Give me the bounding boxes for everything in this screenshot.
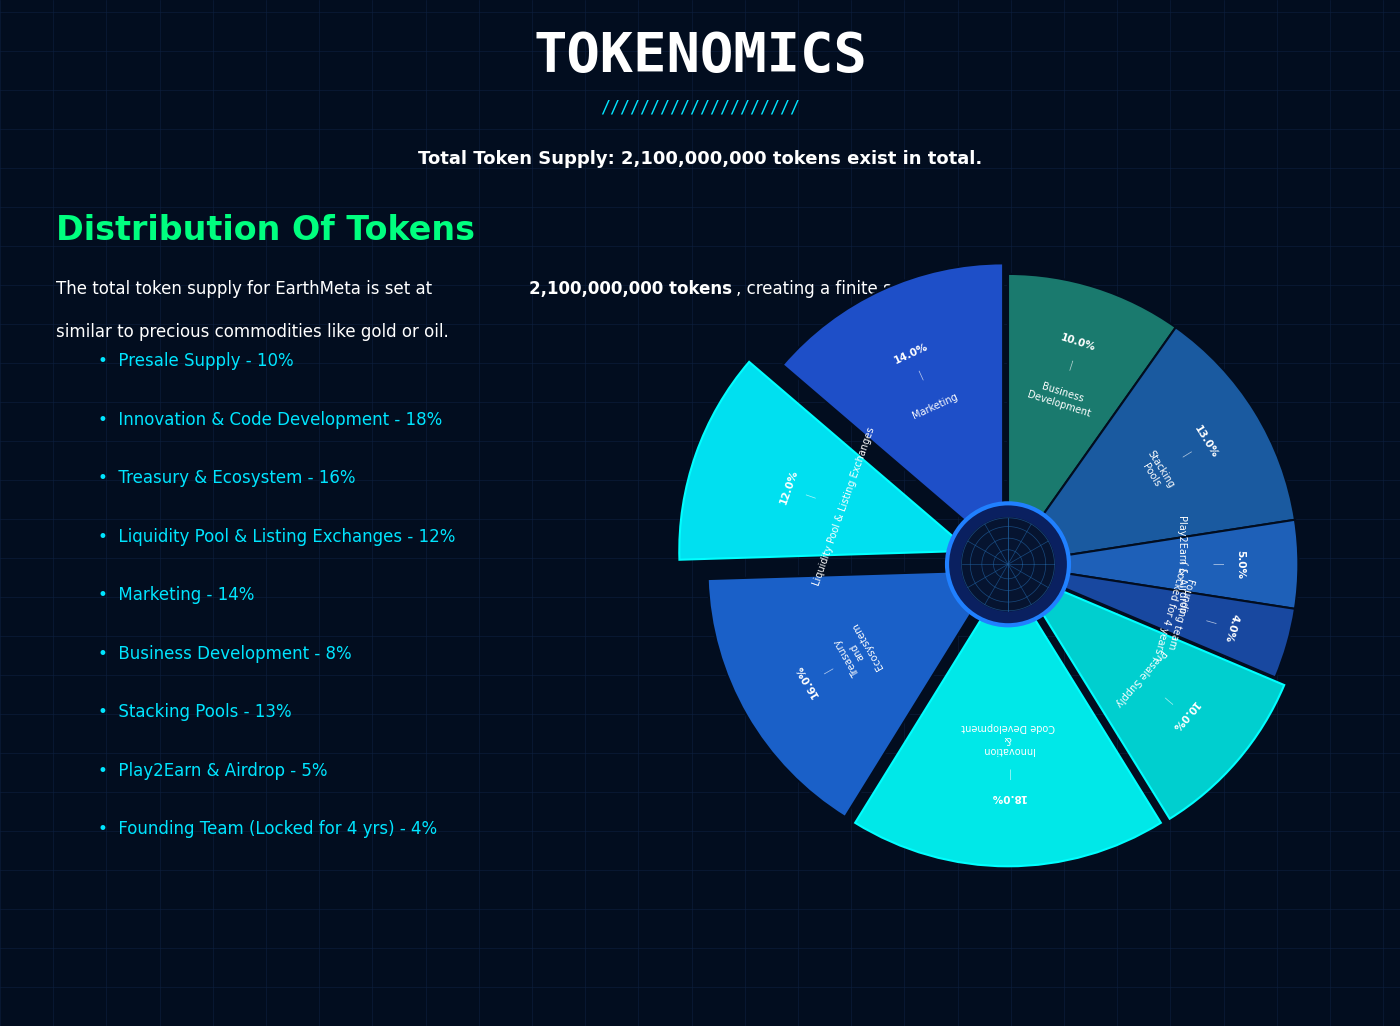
Text: Presale Supply: Presale Supply (1113, 647, 1168, 708)
Text: , creating a finite supply: , creating a finite supply (736, 280, 938, 299)
Wedge shape (1016, 571, 1284, 819)
Text: 2,100,000,000 tokens: 2,100,000,000 tokens (529, 280, 732, 299)
Text: |: | (1068, 359, 1075, 370)
Text: 10.0%: 10.0% (1060, 332, 1098, 353)
Circle shape (946, 504, 1070, 625)
Text: •  Treasury & Ecosystem - 16%: • Treasury & Ecosystem - 16% (98, 469, 356, 487)
Wedge shape (1008, 274, 1176, 564)
Text: Business
Development: Business Development (1026, 378, 1095, 419)
Text: Innovation
&
Code Development: Innovation & Code Development (962, 722, 1054, 755)
Wedge shape (783, 264, 1004, 554)
Wedge shape (1008, 520, 1298, 608)
Text: •  Liquidity Pool & Listing Exchanges - 12%: • Liquidity Pool & Listing Exchanges - 1… (98, 527, 455, 546)
Text: •  Stacking Pools - 13%: • Stacking Pools - 13% (98, 703, 291, 721)
Text: •  Marketing - 14%: • Marketing - 14% (98, 586, 255, 604)
Wedge shape (679, 362, 970, 560)
Text: |: | (917, 369, 924, 380)
Text: Marketing: Marketing (911, 391, 959, 421)
Text: •  Presale Supply - 10%: • Presale Supply - 10% (98, 352, 294, 370)
Text: TOKENOMICS: TOKENOMICS (533, 30, 867, 83)
Text: •  Play2Earn & Airdrop - 5%: • Play2Earn & Airdrop - 5% (98, 761, 328, 780)
Circle shape (962, 518, 1054, 610)
Text: Stacking
Pools: Stacking Pools (1135, 449, 1176, 497)
Text: 16.0%: 16.0% (794, 662, 820, 699)
Text: |: | (805, 491, 816, 498)
Text: |: | (1204, 619, 1215, 625)
Text: 10.0%: 10.0% (1169, 699, 1200, 733)
Text: Liquidity Pool & Listing Exchanges: Liquidity Pool & Listing Exchanges (811, 426, 876, 587)
Text: 5.0%: 5.0% (1235, 550, 1245, 579)
Text: Treasury
and
Ecosystem: Treasury and Ecosystem (830, 621, 885, 682)
Text: ////////////////////: //////////////////// (601, 98, 799, 117)
Wedge shape (855, 576, 1161, 866)
Text: •  Innovation & Code Development - 18%: • Innovation & Code Development - 18% (98, 410, 442, 429)
Text: Distribution Of Tokens: Distribution Of Tokens (56, 214, 475, 247)
Text: •  Business Development - 8%: • Business Development - 8% (98, 644, 351, 663)
Text: Total Token Supply: 2,100,000,000 tokens exist in total.: Total Token Supply: 2,100,000,000 tokens… (417, 150, 983, 168)
Text: 18.0%: 18.0% (990, 792, 1026, 801)
Wedge shape (708, 570, 998, 817)
Text: |: | (1180, 450, 1191, 459)
Text: The total token supply for EarthMeta is set at: The total token supply for EarthMeta is … (56, 280, 437, 299)
Text: Play2Earn & Airdrop: Play2Earn & Airdrop (1177, 515, 1187, 614)
Text: |: | (822, 665, 833, 673)
Text: |: | (1212, 562, 1222, 566)
Text: 14.0%: 14.0% (892, 341, 930, 365)
Text: •  Founding Team (Locked for 4 yrs) - 4%: • Founding Team (Locked for 4 yrs) - 4% (98, 820, 437, 838)
Wedge shape (1008, 327, 1295, 564)
Text: |: | (1007, 768, 1009, 779)
Text: |: | (1162, 696, 1172, 705)
Text: 12.0%: 12.0% (778, 468, 799, 506)
Text: 4.0%: 4.0% (1222, 613, 1240, 643)
Text: similar to precious commodities like gold or oil.: similar to precious commodities like gol… (56, 323, 449, 342)
Wedge shape (1008, 564, 1295, 677)
Text: Founding team
( Locked for 4 years ): Founding team ( Locked for 4 years ) (1151, 559, 1200, 665)
Text: 13.0%: 13.0% (1191, 424, 1219, 460)
